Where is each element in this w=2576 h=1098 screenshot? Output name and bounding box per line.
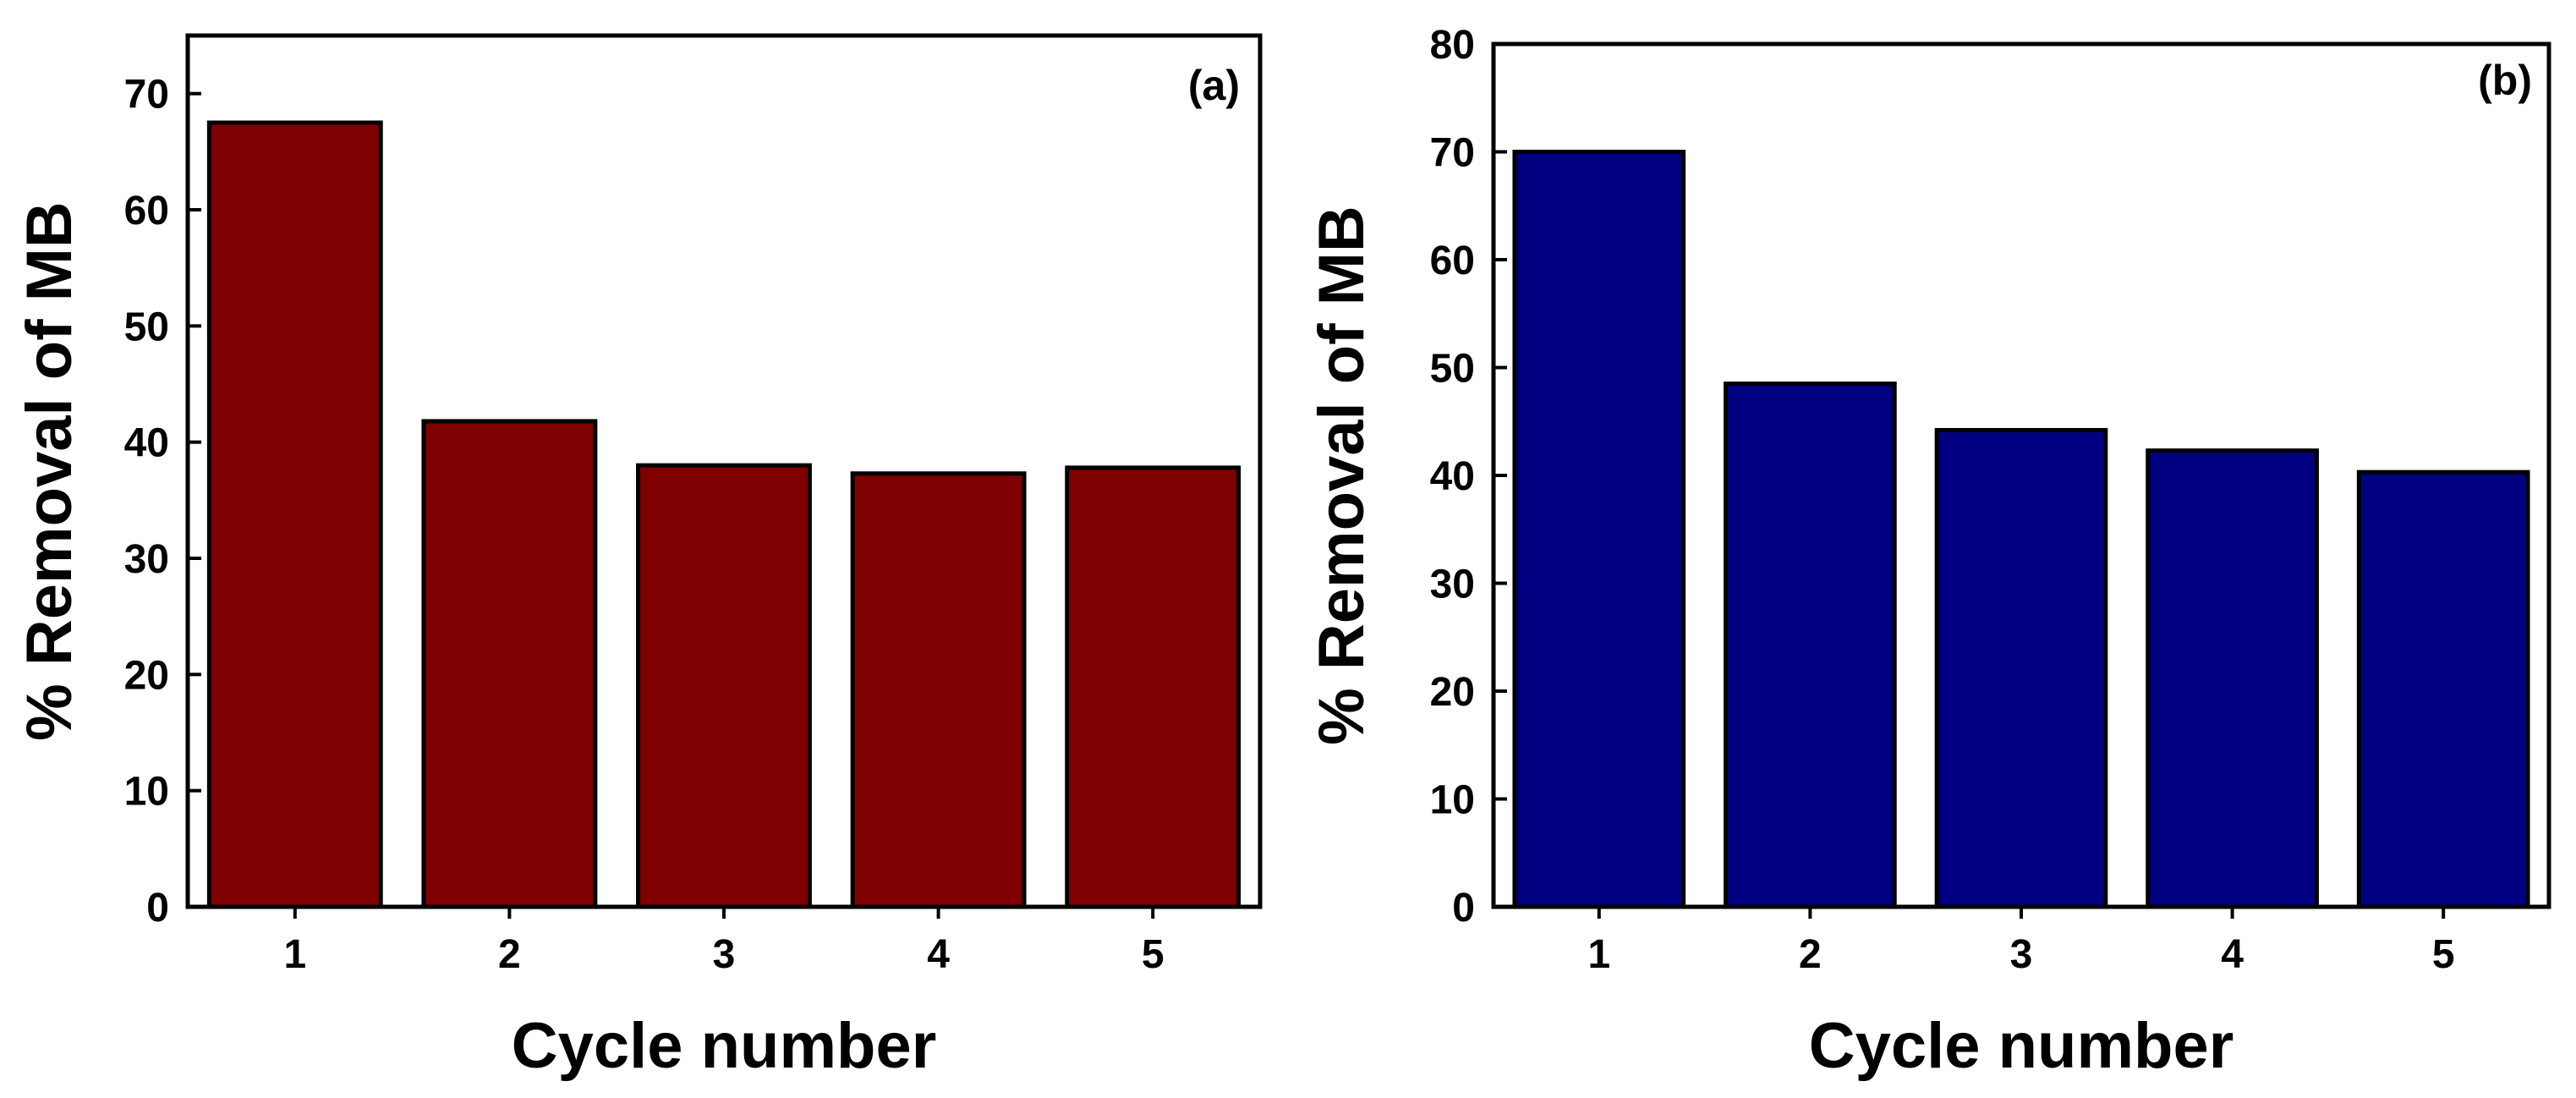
y-tick-label-a-4: 40 [124, 421, 169, 466]
bar-b-3 [1934, 427, 2108, 909]
bar-a-5 [1065, 465, 1241, 909]
y-tick-label-b-5: 50 [1430, 347, 1475, 392]
y-tick-label-b-7: 70 [1430, 131, 1475, 176]
y-tick-label-b-6: 60 [1430, 239, 1475, 283]
x-axis-b: 1 2 3 4 5 [1587, 907, 2455, 977]
y-tick-label-b-2: 20 [1430, 670, 1475, 715]
x-tick-label-a-5: 5 [1142, 932, 1165, 977]
y-axis-title-a: % Removal of MB [14, 201, 85, 741]
x-tick-label-b-4: 4 [2221, 932, 2244, 977]
x-tick-label-a-2: 2 [498, 932, 521, 977]
x-axis-a: 1 2 3 4 5 [283, 907, 1165, 977]
y-tick-label-b-0: 0 [1452, 886, 1475, 931]
y-tick-label-a-3: 30 [124, 537, 169, 582]
x-tick-label-b-3: 3 [2010, 932, 2033, 977]
y-tick-label-a-6: 60 [124, 189, 169, 233]
x-tick-label-a-4: 4 [927, 932, 950, 977]
y-tick-label-a-2: 20 [124, 653, 169, 698]
y-tick-label-b-4: 40 [1430, 454, 1475, 499]
x-axis-title-a: Cycle number [512, 1010, 937, 1082]
x-tick-label-b-2: 2 [1799, 932, 1822, 977]
bar-b-5 [2356, 469, 2530, 909]
x-tick-label-b-5: 5 [2432, 932, 2455, 977]
bar-a-3 [636, 463, 812, 909]
bar-a-1 [206, 120, 383, 909]
y-tick-label-a-7: 70 [124, 73, 169, 118]
bar-b-2 [1724, 382, 1897, 909]
y-axis-a: 0 10 20 30 40 50 60 70 [124, 73, 201, 931]
bar-b-4 [2146, 448, 2319, 909]
bars-b [1512, 150, 2530, 909]
x-tick-label-a-1: 1 [283, 932, 306, 977]
y-tick-label-b-3: 30 [1430, 563, 1475, 607]
bar-a-2 [421, 419, 598, 909]
y-tick-label-a-1: 10 [124, 770, 169, 815]
panel-b: 0 10 20 30 40 50 60 70 80 1 2 3 4 5 (b) Cycle number… [1306, 23, 2551, 1082]
x-axis-title-b: Cycle number [1809, 1010, 2234, 1082]
panel-a: 0 10 20 30 40 50 60 70 1 2 3 4 5 (a) Cycle number %… [14, 33, 1263, 1082]
y-tick-label-a-0: 0 [146, 886, 169, 931]
bars-a [206, 120, 1241, 909]
y-axis-title-b: % Removal of MB [1306, 206, 1378, 745]
y-axis-b: 0 10 20 30 40 50 60 70 80 [1430, 23, 1507, 931]
x-tick-label-a-3: 3 [713, 932, 736, 977]
y-tick-label-b-8: 80 [1430, 23, 1475, 68]
bar-b-1 [1512, 150, 1686, 909]
y-tick-label-a-5: 50 [124, 305, 169, 349]
y-tick-label-b-1: 10 [1430, 778, 1475, 823]
panel-label-a: (a) [1188, 62, 1240, 109]
bar-a-4 [850, 471, 1027, 909]
x-tick-label-b-1: 1 [1587, 932, 1610, 977]
panel-label-b: (b) [2478, 57, 2532, 104]
